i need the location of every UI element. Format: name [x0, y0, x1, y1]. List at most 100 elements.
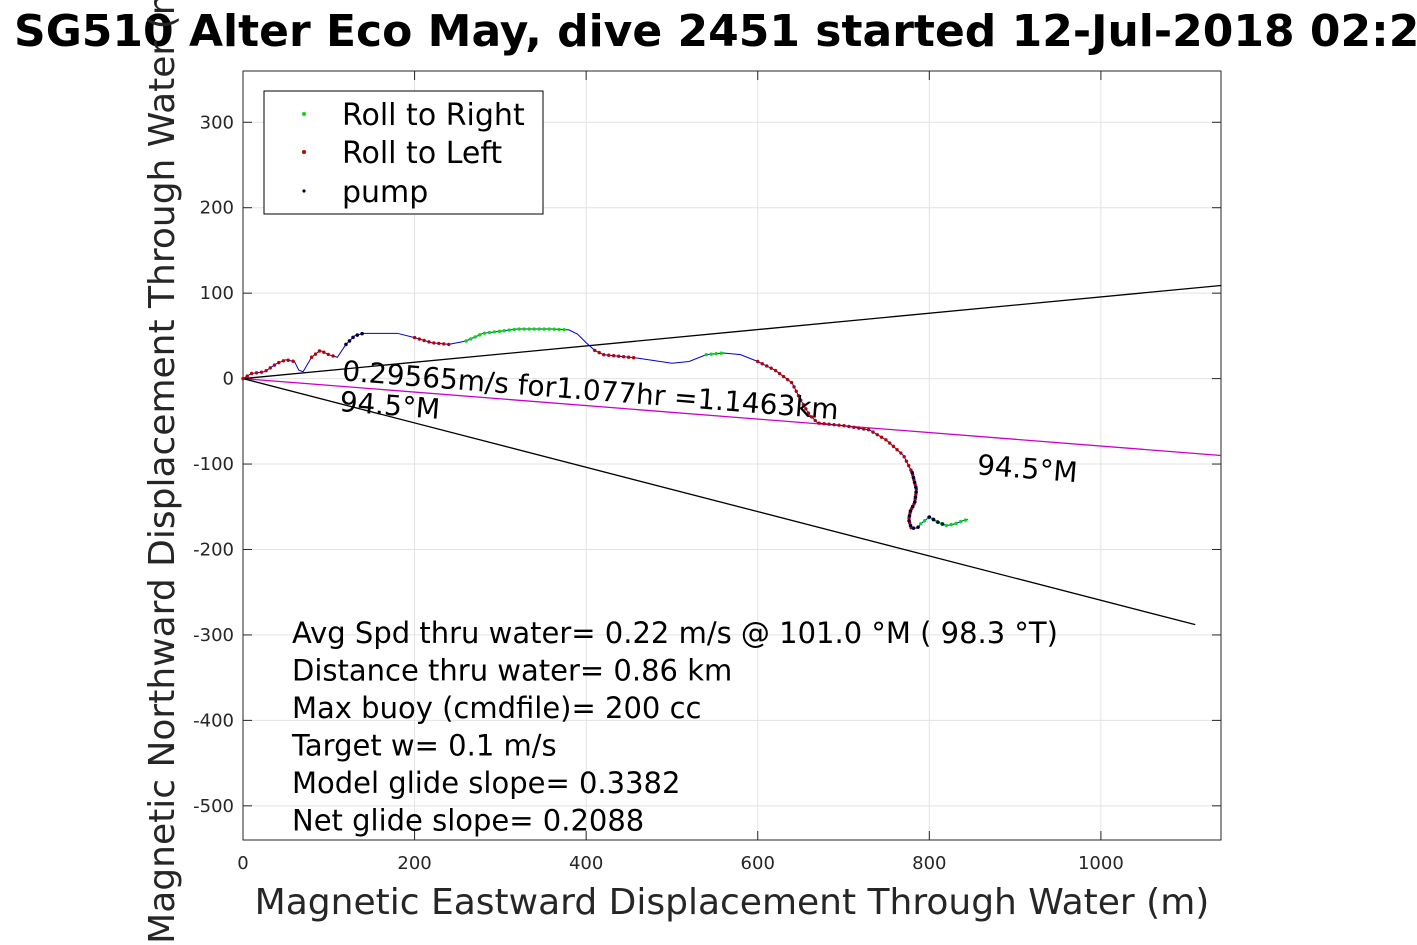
- y-tick-label: -200: [193, 539, 234, 560]
- roll-right-marker: [473, 335, 477, 339]
- roll-left-marker: [857, 426, 861, 430]
- roll-right-marker: [487, 330, 492, 335]
- roll-left-marker: [879, 435, 884, 439]
- roll-left-marker: [259, 370, 264, 374]
- pump-marker: [911, 526, 916, 530]
- roll-right-marker: [517, 327, 521, 331]
- roll-left-marker: [899, 451, 903, 455]
- roll-left-marker: [789, 380, 794, 385]
- roll-left-marker: [249, 371, 254, 376]
- pump-marker: [916, 525, 920, 529]
- roll-left-marker: [769, 366, 773, 370]
- roll-left-marker: [313, 352, 318, 356]
- legend-marker-pump: [302, 189, 306, 193]
- roll-left-marker: [322, 350, 326, 354]
- roll-left-marker: [616, 354, 621, 358]
- roll-left-marker: [796, 394, 801, 398]
- roll-left-marker: [317, 349, 322, 353]
- roll-left-marker: [871, 430, 875, 434]
- annotation-1: 94.5°M: [339, 385, 442, 426]
- roll-right-marker: [547, 327, 551, 331]
- roll-left-marker: [884, 438, 888, 442]
- roll-right-marker: [482, 331, 487, 335]
- roll-right-marker: [464, 339, 468, 343]
- roll-right-marker: [507, 328, 511, 332]
- roll-left-marker: [286, 358, 290, 362]
- roll-left-marker: [817, 421, 821, 425]
- roll-left-marker: [842, 423, 846, 428]
- roll-left-marker: [806, 411, 811, 415]
- roll-left-marker: [422, 338, 426, 343]
- roll-right-marker: [719, 351, 723, 355]
- pump-marker: [355, 333, 360, 337]
- pump-marker: [347, 339, 352, 343]
- x-tick-label: 800: [912, 853, 946, 874]
- legend-label-roll-right: Roll to Right: [342, 98, 525, 133]
- stats-line-2: Max buoy (cmdfile)= 200 cc: [292, 691, 701, 725]
- roll-left-marker: [264, 368, 268, 373]
- roll-left-marker: [792, 385, 796, 389]
- legend: Roll to Right Roll to Left pump: [263, 90, 544, 215]
- roll-left-marker: [447, 342, 451, 347]
- roll-left-marker: [773, 368, 778, 373]
- upper-bound-line: [242, 284, 1222, 380]
- stats-layer: Avg Spd thru water= 0.22 m/s @ 101.0 °M …: [291, 616, 1058, 838]
- pump-marker: [912, 480, 917, 485]
- x-tick-label: 1000: [1078, 853, 1124, 874]
- y-tick-marks: 300 200 100 0 -100 -200 -300 -400 -500: [193, 112, 1221, 817]
- roll-left-marker: [427, 340, 431, 344]
- roll-left-marker: [602, 353, 606, 357]
- roll-left-marker: [760, 362, 764, 366]
- roll-right-marker: [468, 337, 473, 341]
- pump-marker: [351, 335, 355, 340]
- x-tick-label: 200: [397, 853, 431, 874]
- chart-title: SG510 Alter Eco May, dive 2451 started 1…: [14, 6, 1417, 57]
- x-tick-marks: 0 200 400 600 800 1000: [237, 71, 1124, 874]
- roll-left-marker: [906, 463, 911, 468]
- roll-right-marker: [512, 327, 516, 332]
- roll-left-marker: [254, 371, 259, 375]
- pump-marker: [911, 475, 916, 480]
- pump-marker: [936, 520, 940, 524]
- roll-left-marker: [781, 374, 786, 379]
- pump-marker: [344, 342, 348, 347]
- roll-right-marker: [552, 327, 556, 331]
- roll-right-marker: [944, 523, 948, 528]
- roll-left-marker: [597, 350, 601, 355]
- roll-left-marker: [852, 425, 856, 430]
- legend-marker-roll-right: [302, 112, 306, 116]
- roll-right-marker: [492, 330, 497, 334]
- pump-marker: [940, 522, 945, 526]
- roll-left-marker: [794, 389, 798, 393]
- roll-left-marker: [272, 363, 277, 367]
- annotation-2: 94.5°M: [976, 448, 1079, 489]
- legend-label-pump: pump: [342, 175, 428, 210]
- roll-right-marker: [922, 519, 927, 523]
- pump-marker: [914, 485, 918, 489]
- y-tick-label: -400: [193, 710, 234, 731]
- roll-left-marker: [785, 377, 790, 382]
- pump-marker: [927, 515, 932, 519]
- roll-left-marker: [277, 360, 281, 365]
- roll-right-marker: [502, 328, 506, 333]
- roll-right-marker: [527, 327, 531, 331]
- roll-left-marker: [764, 364, 769, 368]
- roll-left-marker: [875, 432, 880, 437]
- roll-right-marker: [709, 352, 713, 356]
- roll-left-marker: [827, 422, 831, 426]
- pump-marker: [907, 518, 911, 523]
- roll-left-marker: [862, 427, 866, 431]
- roll-left-marker: [902, 454, 906, 459]
- roll-right-marker: [522, 327, 526, 331]
- x-tick-label: 600: [741, 853, 775, 874]
- roll-right-marker: [954, 521, 958, 526]
- roll-left-marker: [326, 352, 330, 357]
- legend-marker-roll-left: [302, 150, 306, 154]
- roll-left-marker: [832, 422, 836, 427]
- roll-right-marker: [478, 333, 482, 337]
- roll-right-marker: [557, 327, 561, 332]
- roll-left-marker: [887, 441, 892, 445]
- lower-bound-line: [242, 377, 1196, 626]
- y-tick-label: 200: [200, 198, 234, 219]
